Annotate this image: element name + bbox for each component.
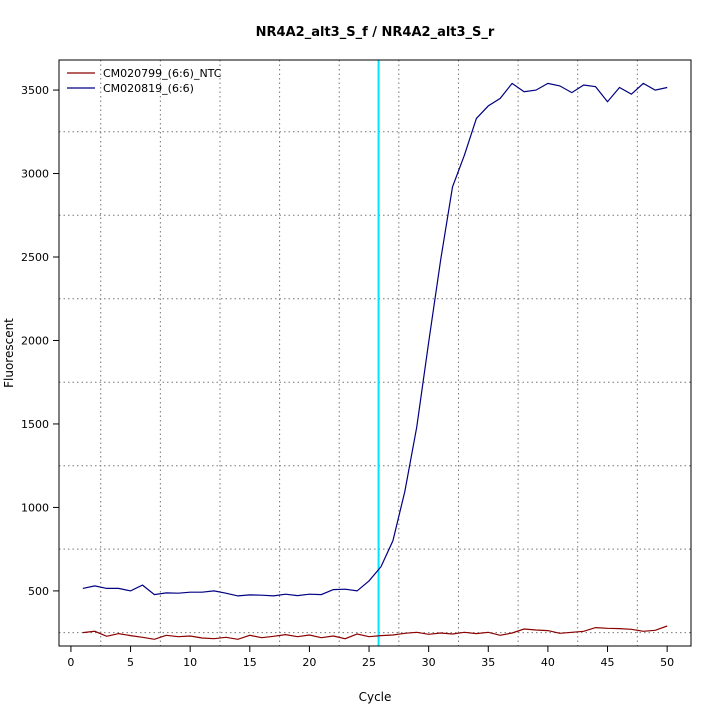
x-tick-label: 45 xyxy=(601,656,615,669)
x-tick-label: 20 xyxy=(302,656,316,669)
y-tick-label: 3500 xyxy=(21,84,49,97)
grid xyxy=(59,60,691,646)
y-tick-label: 2500 xyxy=(21,251,49,264)
x-axis: 0 5 10 15 20 25 30 35 40 45 50 xyxy=(67,646,674,669)
y-axis-label: Fluorescent xyxy=(2,318,16,388)
plot-frame xyxy=(58,59,692,647)
x-tick-label: 30 xyxy=(422,656,436,669)
series-line-1 xyxy=(82,625,668,640)
x-tick-label: 10 xyxy=(183,656,197,669)
x-tick-label: 50 xyxy=(660,656,674,669)
y-tick-label: 3000 xyxy=(21,168,49,181)
chart-title: NR4A2_alt3_S_f / NR4A2_alt3_S_r xyxy=(256,25,495,40)
y-axis: 500 1000 1500 2000 2500 3000 3500 xyxy=(21,84,59,598)
legend: CM020799_(6:6)_NTC CM020819_(6:6) xyxy=(67,67,222,95)
x-tick-label: 5 xyxy=(127,656,134,669)
legend-label-2: CM020819_(6:6) xyxy=(103,82,194,95)
x-tick-label: 35 xyxy=(481,656,495,669)
x-tick-label: 15 xyxy=(243,656,257,669)
y-tick-label: 500 xyxy=(28,585,49,598)
series-line-2 xyxy=(82,82,668,597)
y-tick-label: 1500 xyxy=(21,418,49,431)
x-tick-label: 0 xyxy=(67,656,74,669)
x-tick-label: 40 xyxy=(541,656,555,669)
x-axis-label: Cycle xyxy=(359,690,392,704)
y-tick-label: 2000 xyxy=(21,334,49,347)
series-layer xyxy=(82,82,668,640)
x-tick-label: 25 xyxy=(362,656,376,669)
legend-label-1: CM020799_(6:6)_NTC xyxy=(103,67,222,80)
y-tick-label: 1000 xyxy=(21,501,49,514)
